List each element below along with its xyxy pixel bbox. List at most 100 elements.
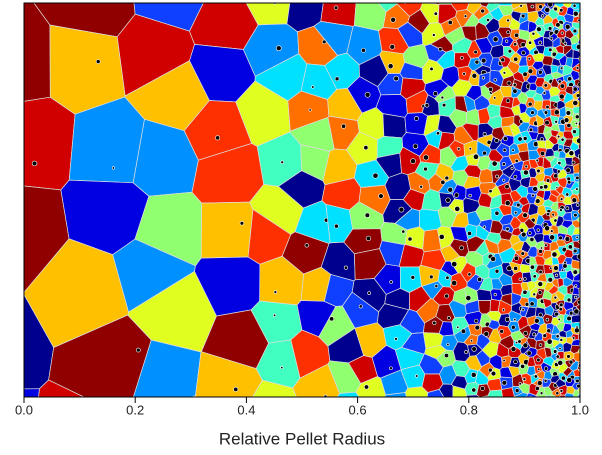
pore [554,174,558,178]
grain [580,182,602,195]
pore [540,138,543,141]
pore [511,325,515,329]
pore [112,167,114,169]
pore [531,111,535,115]
pore [514,318,516,320]
grain [579,142,602,151]
pore [472,73,477,78]
pore [503,148,506,151]
pore [538,291,542,295]
pore [556,355,560,359]
pore [519,278,522,281]
grain [380,393,409,433]
pore [564,42,567,45]
pore [234,387,238,391]
pore [514,33,518,37]
grain [578,26,602,36]
pore [537,381,542,386]
pore [472,347,477,352]
pore [577,300,581,304]
pore [558,318,560,320]
pore [544,244,547,247]
grain [580,226,602,239]
pore [567,123,571,127]
pore [559,236,563,240]
grain [580,259,602,268]
pore [573,100,578,105]
pore [533,186,538,191]
pore [523,290,527,294]
pore [439,234,444,239]
pore [574,296,577,299]
pore [391,17,396,22]
pore [539,344,542,347]
grain [578,385,602,395]
pore [493,97,496,100]
pore [379,194,384,199]
pore [475,60,479,64]
x-tick-label: 0.0 [15,402,33,417]
pore [539,186,543,190]
pore [508,49,512,53]
pore [521,51,525,55]
pore [543,92,546,95]
pore [561,32,563,34]
pore [281,366,283,368]
pore [481,9,485,13]
pore [413,144,418,149]
pore [555,120,558,123]
pore [520,4,523,7]
pore [585,310,588,313]
pore [561,376,565,380]
pore [469,194,472,197]
grain [563,0,593,1]
pore [576,67,579,70]
pore [567,377,572,382]
pore [560,67,563,70]
grain [527,396,551,437]
pore [528,231,531,234]
pore [454,193,459,198]
grain [537,141,545,149]
pore [585,318,589,322]
pore [548,48,552,52]
pore [536,159,539,162]
pore [538,249,542,253]
grain [488,390,503,402]
pore [274,291,277,294]
pore [544,367,548,371]
pore [539,5,543,9]
pore [467,231,471,235]
pore [583,211,586,214]
pore [573,87,577,91]
pore [581,5,585,9]
pore [471,372,476,377]
pore [569,151,574,156]
pore [560,209,563,212]
pore [411,275,415,279]
grain [580,316,602,329]
pore [566,193,569,196]
pore [136,348,140,352]
pore [514,266,518,270]
pore [429,275,433,279]
pore [559,307,563,311]
pore [529,128,533,132]
pore [582,64,586,68]
pore [559,303,563,307]
pore [494,293,497,296]
pore [309,109,311,111]
pore [515,389,519,393]
pore [521,252,525,256]
pore [491,371,496,376]
pore [525,165,528,168]
pore [436,132,439,135]
pore [281,161,284,164]
pore [576,188,579,191]
grain [580,301,602,317]
pore [506,227,509,230]
grain [579,279,602,288]
pore [390,44,395,49]
pore [548,277,553,282]
pore [451,398,454,401]
